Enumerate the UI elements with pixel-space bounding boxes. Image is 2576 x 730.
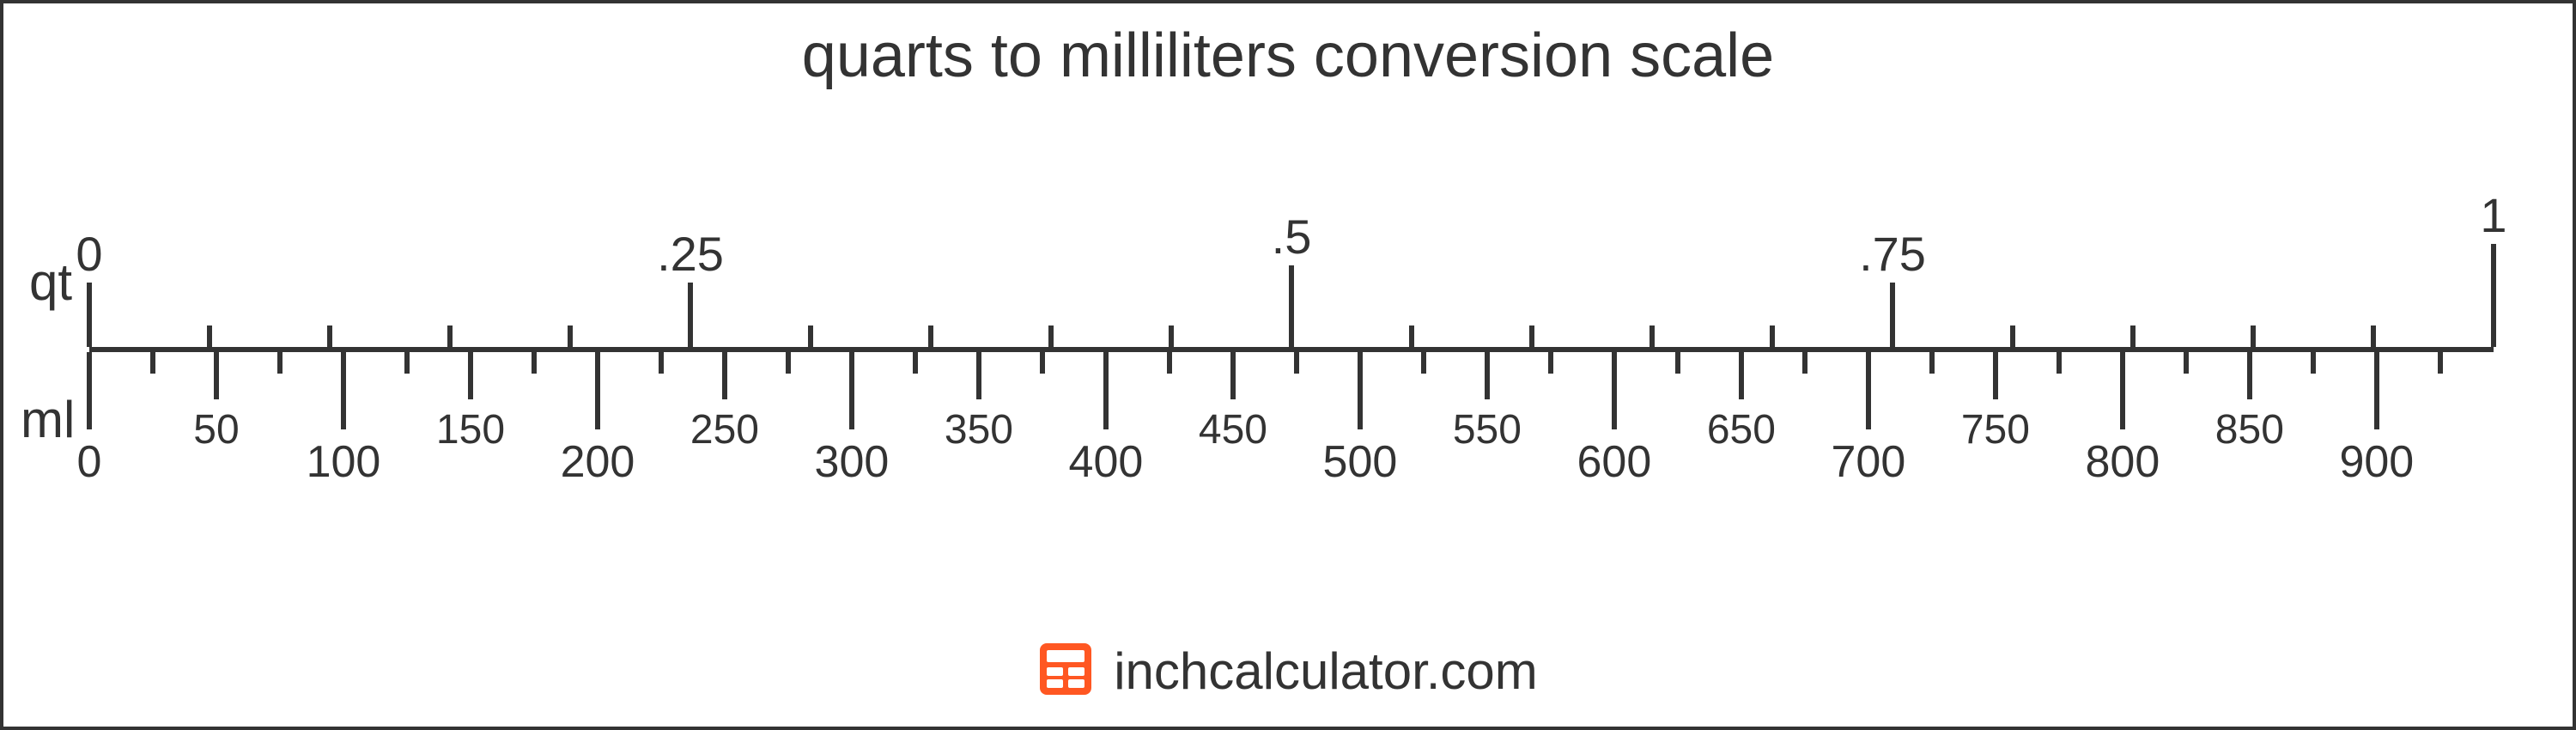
ml-tick-label: 700 (1831, 436, 1905, 488)
ml-tick-minor (404, 352, 410, 374)
qt-tick-minor (327, 325, 332, 347)
unit-label-bottom: ml (21, 390, 75, 449)
ml-tick-major (1866, 352, 1871, 429)
ml-tick-minor (913, 352, 918, 374)
ml-tick-mid (1739, 352, 1744, 399)
ml-tick-major (87, 352, 92, 429)
ml-tick-mid (1230, 352, 1236, 399)
qt-tick-major (87, 283, 92, 347)
qt-tick-minor (2251, 325, 2256, 347)
qt-tick-major (1890, 283, 1895, 347)
ml-tick-minor (277, 352, 283, 374)
page-title: quarts to milliliters conversion scale (3, 21, 2573, 91)
ml-tick-label: 750 (1961, 406, 2030, 453)
ml-tick-major (1103, 352, 1109, 429)
qt-tick-minor (568, 325, 573, 347)
qt-tick-minor (1409, 325, 1414, 347)
ml-tick-label: 200 (561, 436, 635, 488)
qt-tick-major (688, 283, 693, 347)
ml-tick-major (1612, 352, 1617, 429)
ml-tick-minor (1421, 352, 1426, 374)
ml-tick-label: 850 (2215, 406, 2284, 453)
ml-tick-minor (150, 352, 155, 374)
ml-tick-label: 600 (1577, 436, 1652, 488)
axis-line (89, 347, 2494, 352)
qt-tick-minor (1649, 325, 1655, 347)
ml-tick-minor (786, 352, 791, 374)
ml-tick-minor (2311, 352, 2316, 374)
ml-tick-label: 50 (193, 406, 239, 453)
ml-tick-minor (1548, 352, 1553, 374)
ml-tick-minor (1294, 352, 1299, 374)
qt-tick-major (1289, 265, 1294, 347)
qt-tick-minor (1169, 325, 1174, 347)
ml-tick-label: 150 (436, 406, 505, 453)
qt-tick-minor (808, 325, 813, 347)
ml-tick-minor (659, 352, 664, 374)
footer-text: inchcalculator.com (1114, 642, 1538, 701)
ml-tick-label: 550 (1453, 406, 1522, 453)
ml-tick-label: 400 (1069, 436, 1144, 488)
calculator-icon (1038, 642, 1093, 701)
qt-tick-major (2491, 244, 2496, 347)
ml-tick-mid (1993, 352, 1998, 399)
footer: inchcalculator.com (3, 642, 2573, 701)
ml-tick-mid (722, 352, 727, 399)
ml-tick-label: 450 (1199, 406, 1267, 453)
qt-tick-label: .25 (657, 226, 724, 282)
ml-tick-minor (1040, 352, 1045, 374)
ml-tick-minor (1675, 352, 1680, 374)
ml-tick-label: 0 (77, 436, 102, 488)
ml-tick-label: 100 (307, 436, 381, 488)
ml-tick-major (849, 352, 854, 429)
ml-tick-mid (976, 352, 981, 399)
qt-tick-minor (928, 325, 933, 347)
ml-tick-mid (2247, 352, 2252, 399)
qt-tick-label: 0 (76, 226, 102, 282)
qt-tick-minor (447, 325, 453, 347)
qt-tick-label: 1 (2480, 187, 2506, 243)
qt-tick-minor (1770, 325, 1775, 347)
ml-tick-major (2374, 352, 2379, 429)
qt-tick-minor (2130, 325, 2136, 347)
ml-tick-label: 350 (945, 406, 1013, 453)
qt-tick-minor (1529, 325, 1534, 347)
ml-tick-minor (1167, 352, 1172, 374)
ml-tick-label: 650 (1707, 406, 1776, 453)
ml-tick-label: 300 (815, 436, 890, 488)
ml-tick-label: 250 (690, 406, 759, 453)
ml-tick-mid (468, 352, 473, 399)
ml-tick-minor (2438, 352, 2443, 374)
ml-tick-minor (2057, 352, 2062, 374)
qt-tick-minor (2010, 325, 2015, 347)
ml-tick-mid (214, 352, 219, 399)
ml-tick-minor (1929, 352, 1935, 374)
scale-area: qt ml 0.25.5.751501502503504505506507508… (89, 106, 2487, 553)
ml-tick-major (341, 352, 346, 429)
ml-tick-major (595, 352, 600, 429)
qt-tick-minor (207, 325, 212, 347)
qt-tick-label: .5 (1272, 209, 1312, 265)
ml-tick-label: 500 (1323, 436, 1398, 488)
conversion-scale-container: quarts to milliliters conversion scale q… (0, 0, 2576, 730)
ml-tick-major (2120, 352, 2125, 429)
ml-tick-label: 900 (2339, 436, 2414, 488)
ml-tick-major (1358, 352, 1363, 429)
ml-tick-minor (2184, 352, 2189, 374)
unit-label-top: qt (29, 252, 72, 312)
ml-tick-minor (532, 352, 537, 374)
qt-tick-minor (2371, 325, 2376, 347)
ml-tick-label: 800 (2085, 436, 2160, 488)
ml-tick-mid (1485, 352, 1490, 399)
ml-tick-minor (1802, 352, 1807, 374)
qt-tick-label: .75 (1859, 226, 1926, 282)
qt-tick-minor (1048, 325, 1054, 347)
